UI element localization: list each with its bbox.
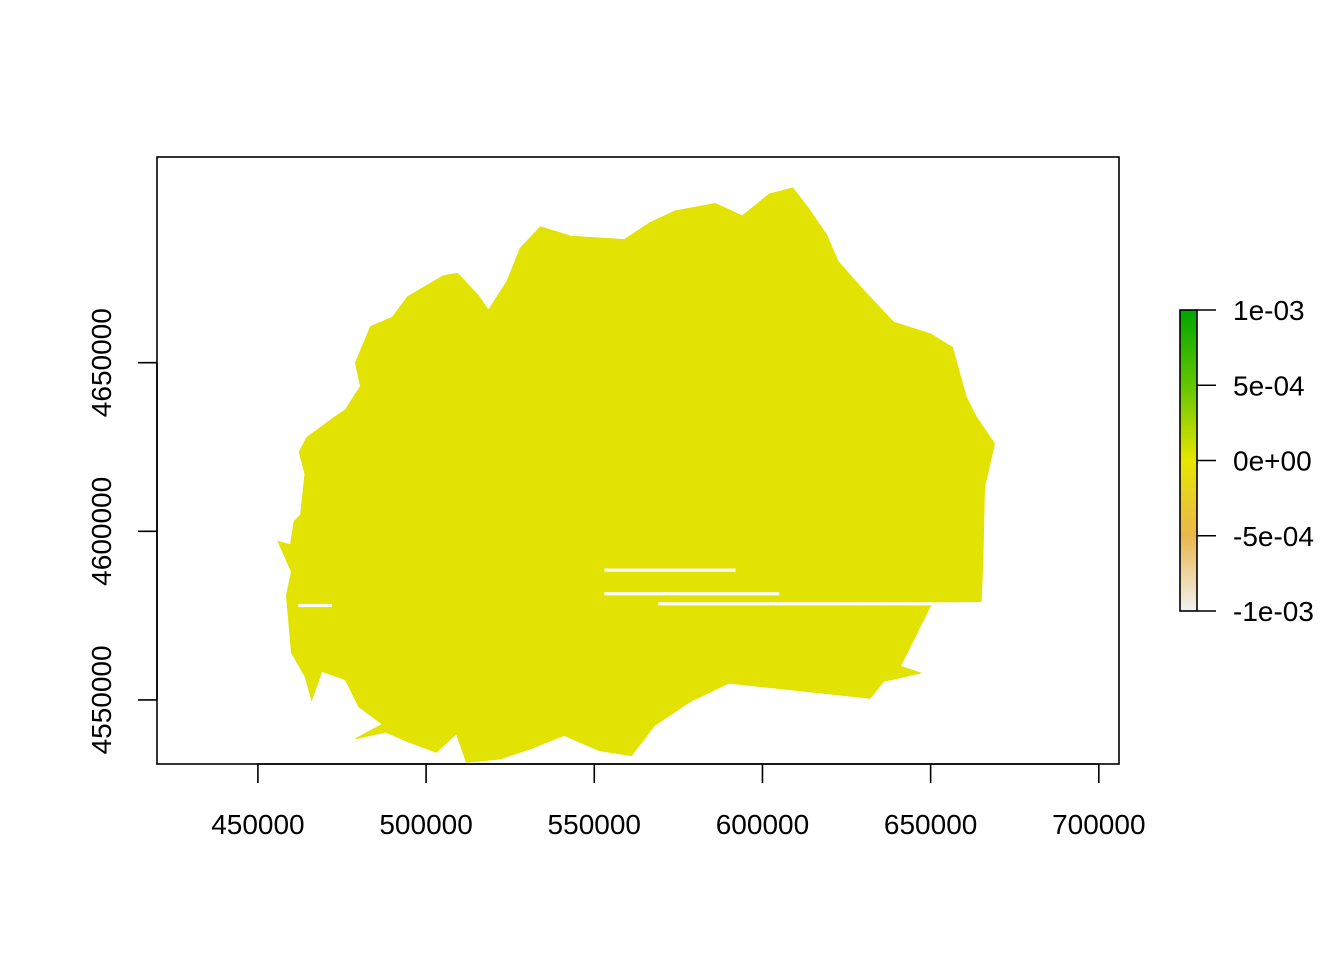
x-tick-label: 450000: [211, 809, 304, 840]
y-tick-label: 4550000: [86, 645, 117, 754]
x-tick-label: 600000: [716, 809, 809, 840]
y-tick-label: 4600000: [86, 477, 117, 586]
legend-tick-label: -1e-03: [1233, 596, 1314, 627]
legend-tick-label: 0e+00: [1233, 446, 1312, 477]
no-data-gap: [604, 568, 736, 572]
y-axis: 4550000 4600000 4650000: [86, 308, 158, 754]
x-tick-label: 550000: [548, 809, 641, 840]
raster-region: [277, 187, 996, 763]
raster-layer: [277, 187, 996, 763]
x-tick-label: 700000: [1052, 809, 1145, 840]
x-tick-label: 650000: [884, 809, 977, 840]
legend-tick-label: 1e-03: [1233, 295, 1305, 326]
x-tick-label: 500000: [379, 809, 472, 840]
no-data-gap: [658, 602, 931, 606]
legend-tick-label: -5e-04: [1233, 521, 1314, 552]
y-tick-label: 4650000: [86, 308, 117, 417]
no-data-gaps: [298, 568, 931, 608]
no-data-gap: [298, 603, 332, 608]
x-axis: 450000 500000 550000 600000 650000 700000: [211, 763, 1146, 840]
no-data-gap: [604, 592, 780, 596]
color-legend: 1e-03 5e-04 0e+00 -5e-04 -1e-03: [1179, 295, 1314, 627]
legend-tick-label: 5e-04: [1233, 370, 1305, 401]
legend-colorbar: [1179, 309, 1198, 612]
